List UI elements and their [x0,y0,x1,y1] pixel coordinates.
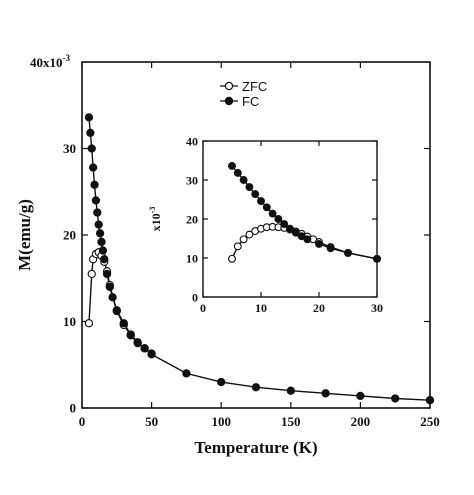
main-x-tick-label-4: 200 [351,414,371,429]
legend-zfc-marker [224,81,234,91]
main-x-tick-label-0: 0 [79,414,86,429]
main-y-tick-label-1: 10 [63,314,76,329]
main-fc-point-15 [112,306,121,315]
main-x-tick-label-3: 150 [281,414,301,429]
main-fc-point-13 [105,282,114,292]
inset-y-tick-label-2: 20 [186,213,198,227]
inset-fc-point-17 [373,254,381,263]
inset-fc-point-0 [228,162,236,170]
main-fc-point-5 [91,196,101,205]
inset-fc-point-4 [251,190,260,198]
main-zfc-point-1 [87,269,96,279]
inset-x-ticks: 0 10 20 30 [200,141,383,315]
main-fc-point-2 [87,144,96,153]
main-fc-point-28 [425,396,435,405]
inset-y-ticks: 0 10 20 30 40 [186,135,377,305]
inset-x-tick-label-2: 20 [313,301,325,315]
inset-x-tick-label-1: 10 [255,301,267,315]
main-fc-point-18 [133,338,142,347]
main-zfc-line [88,251,153,355]
inset-fc-point-5 [257,197,265,206]
main-fc-point-0 [84,113,94,122]
main-x-tick-label-5: 250 [420,414,440,429]
inset-zfc-point-0 [228,254,236,263]
main-y-tick-label-0: 0 [70,401,77,416]
inset-y-tick-label-0: 0 [192,291,198,305]
main-x-axis-title: Temperature (K) [194,438,317,457]
inset-fc-point-14 [315,240,323,248]
main-x-tick-label-1: 50 [145,414,158,429]
main-fc-point-7 [94,220,103,229]
legend-item-fc: FC [220,94,259,109]
inset-fc-point-13 [303,235,312,244]
main-y-multiplier-label: 40x10-3 [30,53,70,70]
main-zfc-point-0 [84,319,94,328]
legend: ZFC FC [220,79,267,109]
inset-y-tick-label-4: 40 [186,135,198,149]
main-x-ticks: 0 50 100 150 200 250 [79,62,440,429]
main-fc-point-25 [321,389,330,398]
inset-fc-point-9 [280,220,289,229]
inset-x-tick-label-3: 30 [371,301,383,315]
main-fc-point-3 [88,163,98,172]
main-fc-point-14 [108,293,117,302]
legend-zfc-label: ZFC [242,79,267,94]
main-fc-point-21 [182,369,191,378]
inset-fc-point-10 [286,224,294,233]
main-fc-point-6 [93,208,102,217]
main-fc-point-16 [119,319,128,328]
main-fc-point-24 [286,386,295,395]
inset-fc-point-15 [326,244,335,253]
main-y-tick-label-3: 30 [63,141,76,156]
main-fc-point-11 [100,255,109,264]
inset-fc-point-8 [274,215,283,223]
inset-fc-point-6 [262,203,271,212]
main-fc-point-12 [102,269,112,279]
inset-plot: 0 10 20 30 0 10 20 30 40 x10-3 [148,135,383,316]
main-y-ticks: 0 10 20 30 [63,141,430,416]
main-fc-point-26 [356,391,365,401]
main-y-axis-title: M(emu/g) [15,199,34,271]
main-x-tick-label-2: 100 [211,414,231,429]
inset-y-tick-label-3: 30 [186,174,198,188]
inset-zfc-point-2 [239,235,248,244]
main-fc-point-27 [391,394,400,403]
main-fc-point-23 [251,383,261,392]
main-fc-point-20 [147,350,156,359]
main-fc-point-19 [140,344,149,353]
inset-y-axis-title: x10-3 [148,207,163,232]
inset-series-markers [228,162,381,263]
inset-fc-point-7 [268,209,277,218]
main-fc-point-10 [98,246,108,255]
main-series-markers [84,113,435,405]
inset-fc-point-1 [233,169,242,177]
inset-zfc-point-3 [245,230,254,239]
inset-y-tick-label-1: 10 [186,252,198,266]
inset-zfc-point-1 [233,242,242,251]
main-fc-point-22 [217,377,226,387]
legend-fc-label: FC [242,94,259,109]
inset-fc-point-16 [344,248,352,257]
main-fc-point-9 [97,237,106,247]
legend-item-zfc: ZFC [220,79,267,94]
inset-fc-point-2 [239,176,248,184]
main-fc-point-8 [95,229,105,238]
inset-x-tick-label-0: 0 [200,301,206,315]
legend-fc-marker [224,96,234,106]
main-fc-point-4 [90,180,99,189]
inset-fc-point-11 [291,228,300,237]
main-y-tick-label-2: 20 [63,228,76,243]
inset-fc-point-3 [245,183,254,191]
main-fc-point-1 [86,128,95,138]
main-fc-point-17 [126,330,135,339]
